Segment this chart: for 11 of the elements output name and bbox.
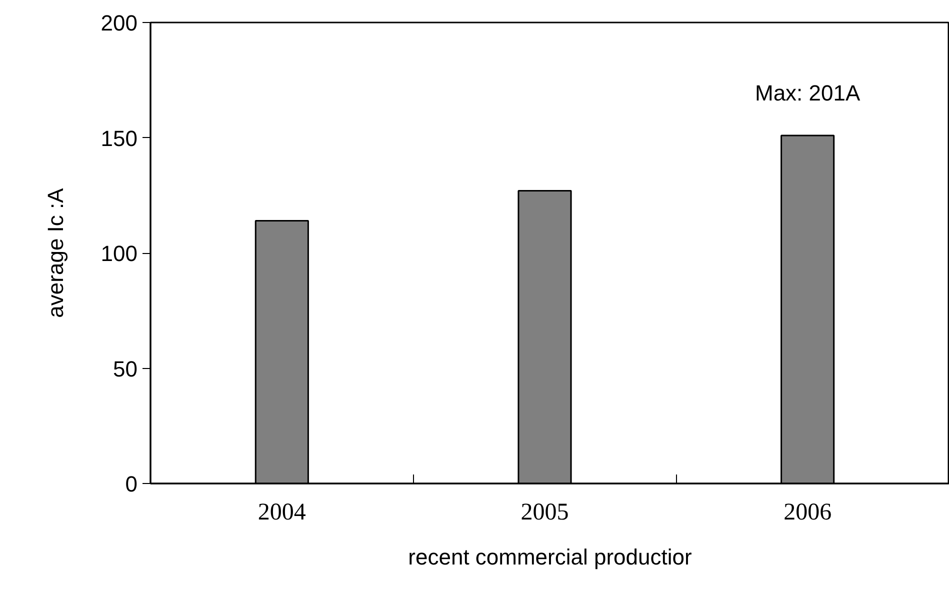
y-tick-label: 200 [100,10,138,36]
x-tick-label: 2006 [784,500,832,526]
y-tick-label: 50 [113,356,138,382]
annotation: Max: 201A [754,80,860,106]
y-axis-title: average Ic :A [42,188,68,318]
y-tick-label: 150 [100,126,138,151]
x-axis-title: recent commercial productior [408,544,692,570]
x-tick-label: 2004 [258,500,306,526]
y-tick-label: 100 [100,241,138,266]
y-tick-label: 0 [125,472,138,496]
x-tick-label: 2005 [520,500,569,526]
